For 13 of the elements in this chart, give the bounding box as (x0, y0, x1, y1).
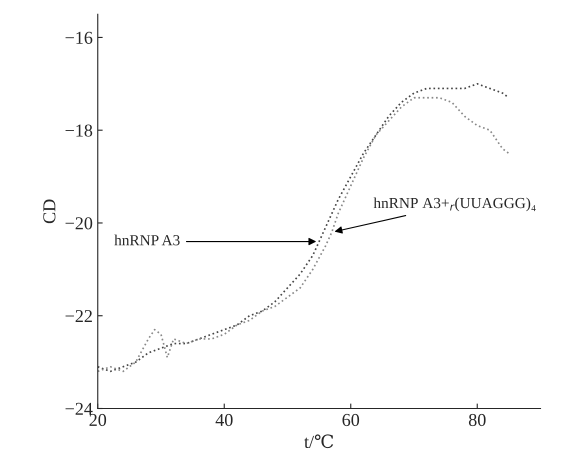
y-tick-label: −20 (66, 217, 92, 230)
x-tick-label: 60 (342, 414, 360, 426)
y-tick-label: −24 (66, 402, 93, 415)
x-tick-label: 40 (216, 414, 233, 426)
y-tick-label: −18 (66, 124, 92, 137)
x-axis-title: t/℃ (304, 434, 334, 448)
x-tick-label: 80 (468, 414, 486, 426)
y-tick-label: −16 (66, 32, 92, 44)
y-axis-title: CD (43, 200, 56, 224)
annotation: hnRNP A3+$_{r}$(UUAGGG)₄ (374, 197, 536, 212)
annotation: hnRNP A3 (114, 234, 180, 246)
x-tick-label: 20 (90, 414, 106, 426)
y-tick-label: −22 (66, 310, 92, 322)
